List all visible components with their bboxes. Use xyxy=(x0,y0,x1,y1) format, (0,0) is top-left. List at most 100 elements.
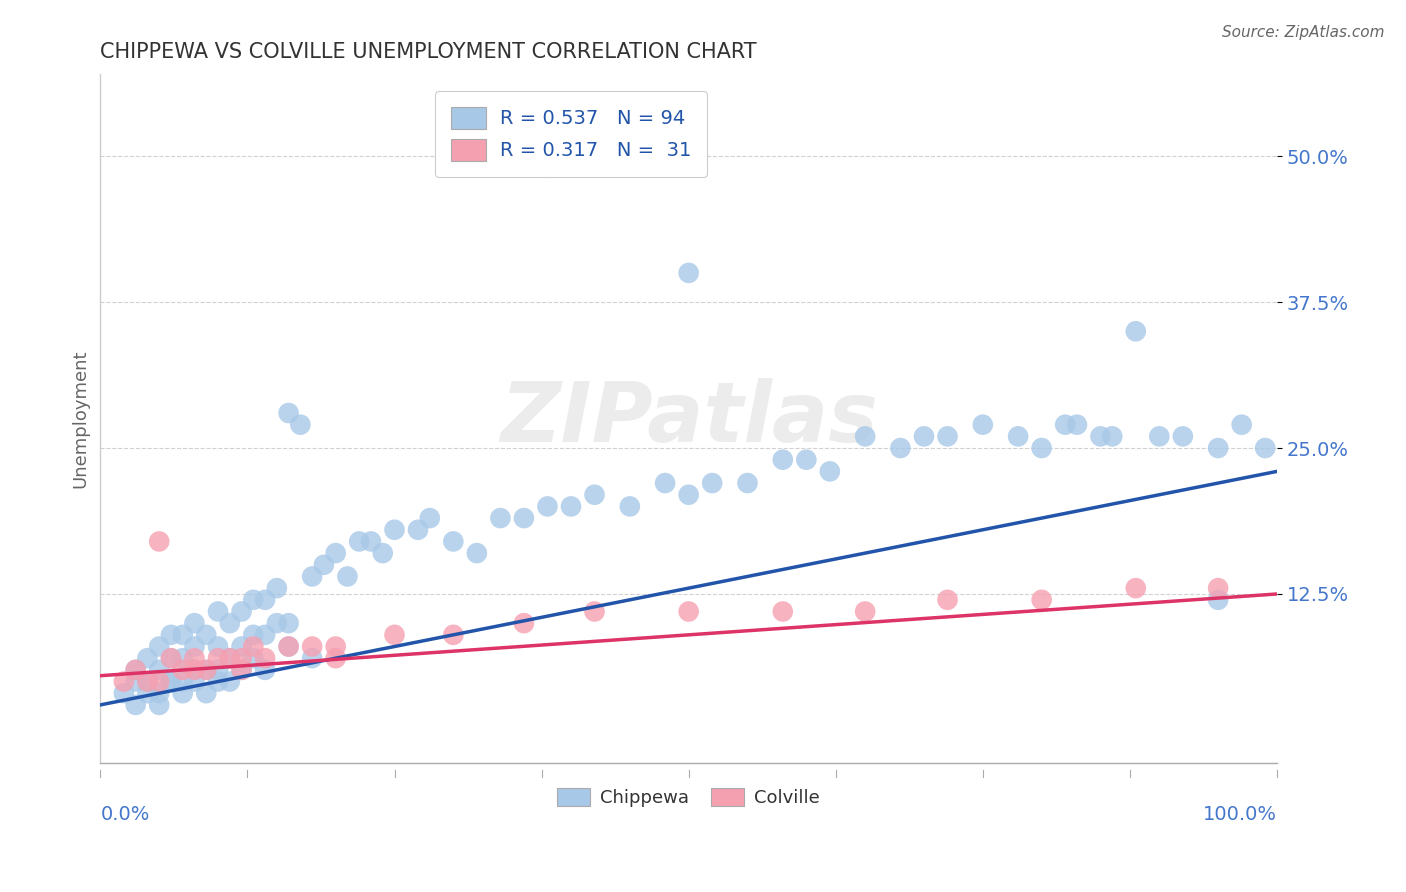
Point xyxy=(124,663,146,677)
Point xyxy=(148,534,170,549)
Point xyxy=(301,651,323,665)
Point xyxy=(360,534,382,549)
Point xyxy=(325,651,347,665)
Point xyxy=(972,417,994,432)
Point xyxy=(371,546,394,560)
Point xyxy=(489,511,512,525)
Point xyxy=(160,674,183,689)
Point xyxy=(136,651,159,665)
Text: 100.0%: 100.0% xyxy=(1204,805,1277,823)
Point xyxy=(254,628,277,642)
Point xyxy=(312,558,335,572)
Point xyxy=(242,651,264,665)
Point xyxy=(136,686,159,700)
Text: 0.0%: 0.0% xyxy=(100,805,149,823)
Point xyxy=(207,605,229,619)
Point xyxy=(737,476,759,491)
Point xyxy=(325,546,347,560)
Point xyxy=(1125,324,1147,338)
Point xyxy=(1206,592,1229,607)
Point xyxy=(678,605,700,619)
Point xyxy=(336,569,359,583)
Text: ZIPatlas: ZIPatlas xyxy=(499,378,877,459)
Point xyxy=(207,674,229,689)
Point xyxy=(160,674,183,689)
Point xyxy=(277,640,299,654)
Legend: Chippewa, Colville: Chippewa, Colville xyxy=(548,779,830,816)
Point xyxy=(583,605,606,619)
Point xyxy=(266,581,288,595)
Point xyxy=(231,663,253,677)
Point xyxy=(254,651,277,665)
Point xyxy=(195,663,218,677)
Text: Source: ZipAtlas.com: Source: ZipAtlas.com xyxy=(1222,25,1385,40)
Point xyxy=(301,569,323,583)
Point xyxy=(231,640,253,654)
Point xyxy=(207,651,229,665)
Point xyxy=(1031,441,1053,455)
Point xyxy=(183,663,205,677)
Point xyxy=(124,674,146,689)
Point xyxy=(172,663,194,677)
Point xyxy=(936,429,959,443)
Point xyxy=(702,476,724,491)
Point xyxy=(160,628,183,642)
Point xyxy=(1254,441,1277,455)
Point xyxy=(794,452,817,467)
Point xyxy=(136,674,159,689)
Point xyxy=(384,628,406,642)
Point xyxy=(207,663,229,677)
Point xyxy=(218,674,240,689)
Point xyxy=(654,476,676,491)
Point xyxy=(406,523,429,537)
Point xyxy=(678,266,700,280)
Point xyxy=(347,534,370,549)
Point xyxy=(218,651,240,665)
Point xyxy=(124,663,146,677)
Point xyxy=(242,592,264,607)
Point xyxy=(172,628,194,642)
Point xyxy=(183,663,205,677)
Point xyxy=(290,417,312,432)
Point xyxy=(619,500,641,514)
Point xyxy=(1090,429,1112,443)
Point xyxy=(183,674,205,689)
Point xyxy=(195,663,218,677)
Point xyxy=(231,651,253,665)
Point xyxy=(242,640,264,654)
Point xyxy=(195,628,218,642)
Point xyxy=(183,640,205,654)
Point xyxy=(1206,581,1229,595)
Point xyxy=(1101,429,1123,443)
Y-axis label: Unemployment: Unemployment xyxy=(72,350,89,488)
Point xyxy=(207,640,229,654)
Point xyxy=(1125,581,1147,595)
Point xyxy=(772,452,794,467)
Point xyxy=(513,511,536,525)
Point xyxy=(136,674,159,689)
Point xyxy=(277,616,299,631)
Point xyxy=(325,640,347,654)
Point xyxy=(148,663,170,677)
Point xyxy=(441,628,464,642)
Point xyxy=(266,616,288,631)
Point xyxy=(1066,417,1088,432)
Point xyxy=(419,511,441,525)
Point xyxy=(160,651,183,665)
Point xyxy=(172,674,194,689)
Point xyxy=(536,500,558,514)
Point xyxy=(148,698,170,712)
Point xyxy=(183,616,205,631)
Point xyxy=(1149,429,1171,443)
Point xyxy=(277,406,299,420)
Point xyxy=(1007,429,1029,443)
Point xyxy=(936,592,959,607)
Point xyxy=(560,500,582,514)
Point xyxy=(231,605,253,619)
Text: CHIPPEWA VS COLVILLE UNEMPLOYMENT CORRELATION CHART: CHIPPEWA VS COLVILLE UNEMPLOYMENT CORREL… xyxy=(100,42,756,62)
Point xyxy=(912,429,935,443)
Point xyxy=(148,674,170,689)
Point xyxy=(195,686,218,700)
Point xyxy=(218,651,240,665)
Point xyxy=(513,616,536,631)
